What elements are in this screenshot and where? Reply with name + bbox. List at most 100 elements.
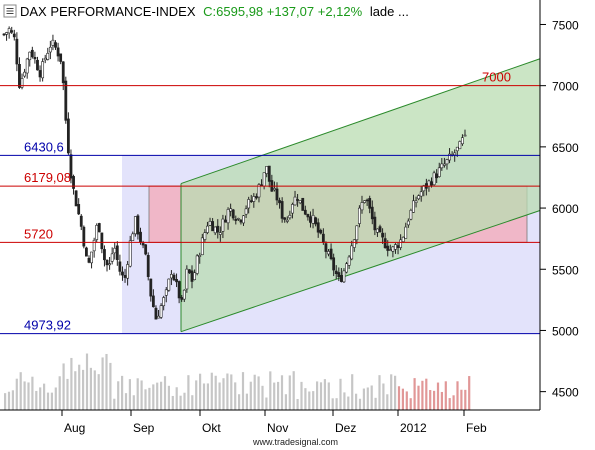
volume-bar [339, 378, 342, 410]
volume-bar [304, 388, 307, 410]
candle-body [231, 209, 235, 219]
candle-body [180, 297, 184, 300]
volume-bar [109, 362, 112, 410]
candle-body [218, 232, 222, 235]
candle-body [386, 245, 390, 251]
candle-body [285, 219, 289, 222]
volume-bar [292, 371, 295, 410]
x-tick-label: Feb [466, 421, 487, 435]
candle-body [448, 153, 451, 161]
volume-bar [15, 378, 18, 410]
candle-body [151, 295, 155, 308]
volume-bar [35, 390, 38, 410]
volume-bar [85, 353, 89, 410]
candle-body [358, 207, 361, 224]
volume-bar [308, 391, 311, 410]
candle-body [437, 167, 441, 177]
candle-body [404, 226, 408, 239]
candle-body [149, 278, 153, 297]
candle-body [352, 239, 356, 248]
volume-bar [238, 394, 241, 410]
chart-title: DAX PERFORMANCE-INDEX C:6595,98 +137,07 … [3, 4, 409, 19]
candle-body [48, 46, 52, 53]
candle-body [373, 216, 377, 231]
trend-channel-fill [181, 58, 540, 332]
candle-body [406, 220, 410, 226]
candle-body [46, 52, 50, 60]
candle-body [324, 243, 328, 252]
candle-body [226, 209, 230, 224]
volume-bar [23, 381, 26, 410]
volume-bar [417, 385, 420, 410]
candle-body [64, 80, 68, 121]
volume-bar [163, 376, 167, 410]
candle-body [92, 239, 96, 252]
candle-body [139, 231, 142, 243]
candle-body [185, 268, 189, 290]
volume-bar [167, 385, 170, 410]
candle-body [301, 197, 305, 211]
candle-body [412, 200, 415, 213]
candle-body [249, 200, 253, 202]
candle-body [291, 204, 294, 214]
volume-bar [70, 357, 73, 410]
candle-body [79, 215, 83, 227]
volume-bar [132, 395, 135, 410]
candle-body [108, 263, 111, 266]
volume-bar [444, 381, 447, 410]
candle-body [242, 215, 245, 224]
volume-bar [121, 375, 124, 410]
volume-bar [331, 398, 334, 410]
candle-body [146, 255, 150, 277]
title-quote: C:6595,98 +137,07 +2,12% [203, 4, 362, 19]
volume-bar [273, 382, 276, 410]
candle-body [267, 165, 271, 182]
candle-body [105, 259, 109, 266]
volume-bar [148, 387, 151, 410]
candle-body [136, 215, 140, 235]
svg-text:DAX PERFORMANCE-INDEX C:: DAX PERFORMANCE-INDEX C:6595,98 +137,07 … [20, 4, 409, 19]
volume-bar [202, 383, 206, 410]
volume-bar [280, 375, 284, 410]
volume-bar [175, 387, 178, 410]
candle-body [33, 57, 37, 60]
volume-bar [58, 376, 61, 410]
candle-body [370, 206, 374, 220]
trend-channel-upper [180, 58, 541, 185]
candle-body [213, 226, 217, 234]
volume-bar [222, 378, 225, 410]
candle-body [265, 166, 269, 174]
candle-body [319, 229, 323, 234]
candle-body [128, 240, 132, 267]
candle-body [254, 196, 258, 199]
volume-bar [241, 372, 245, 410]
candle-body [36, 59, 39, 71]
volume-bar [362, 388, 365, 410]
volume-bar [144, 389, 147, 410]
candle-body [56, 47, 60, 57]
candle-body [435, 173, 439, 179]
candle-body [442, 163, 446, 166]
candle-body [247, 199, 251, 209]
volume-bar [230, 374, 233, 410]
volume-bar [19, 372, 22, 410]
title-status: lade ... [370, 4, 409, 19]
candle-body [309, 216, 312, 223]
volume-bar [378, 375, 381, 410]
level-label: 4973,92 [24, 318, 71, 333]
candle-body [303, 209, 307, 215]
candle-body [280, 201, 284, 219]
candle-body [461, 137, 464, 145]
candle-body [383, 238, 387, 249]
candle-body [198, 254, 202, 257]
volume-bar [452, 395, 455, 410]
volume-bar [117, 381, 120, 410]
volume-bar [187, 375, 190, 410]
candle-body [440, 163, 444, 169]
volume-bar [355, 393, 358, 410]
candle-body [327, 251, 330, 255]
candle-body [12, 33, 16, 38]
candle-body [311, 215, 315, 224]
volume-bar [401, 388, 404, 410]
